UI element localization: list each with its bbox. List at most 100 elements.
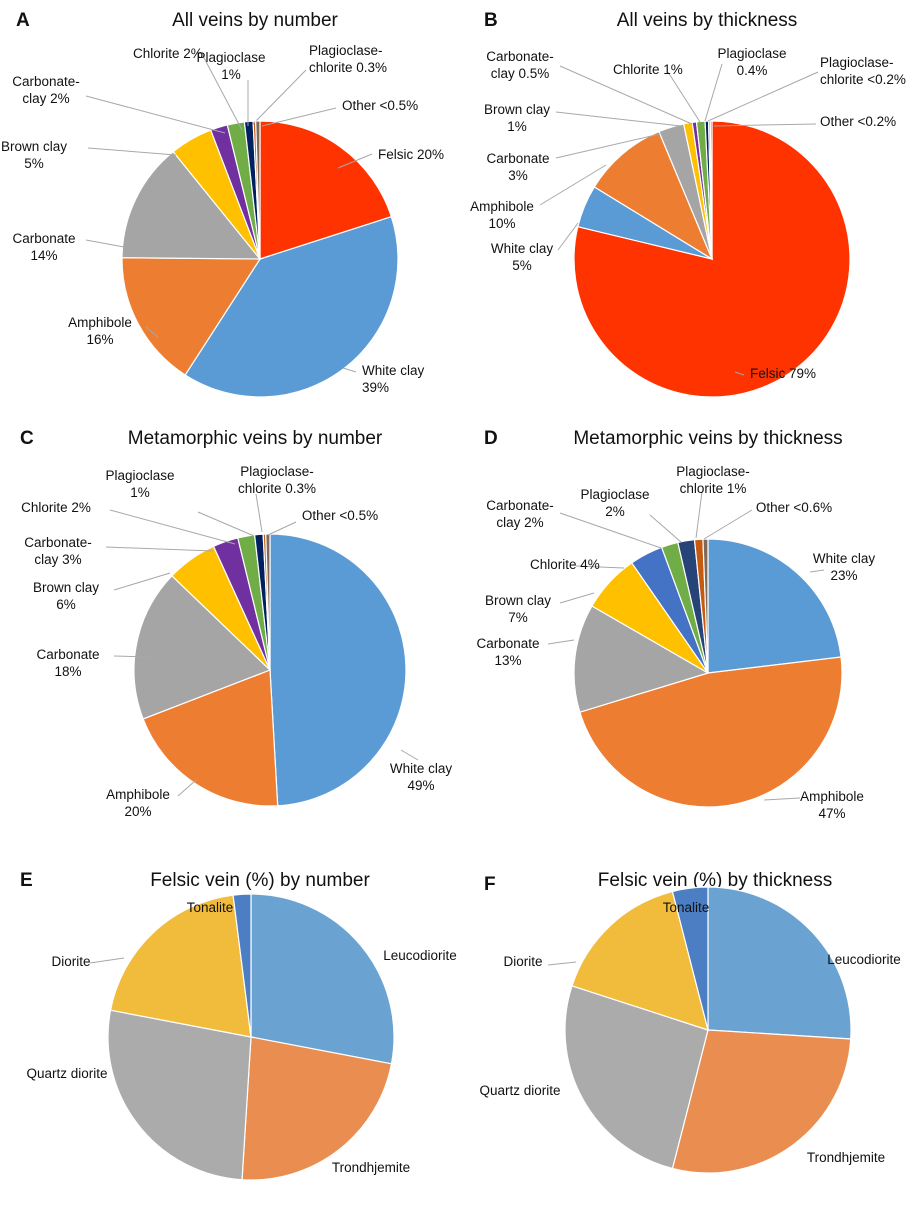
leader-line-felsic: [734, 371, 745, 376]
data-label-plagioclase: Plagioclase 2%: [580, 487, 649, 519]
data-label-line: Chlorite 2%: [21, 500, 91, 515]
data-label-line: Brown clay: [484, 102, 550, 117]
pie-slice-quartz-diorite: [564, 985, 709, 1170]
data-label-line: Plagioclase: [717, 46, 786, 61]
leader-line-plagioclase: [197, 511, 255, 537]
chart-title: Felsic vein (%) by number: [150, 870, 370, 891]
leader-line-diorite: [547, 961, 577, 966]
chart-title: All veins by number: [172, 10, 338, 31]
data-label-line: 47%: [818, 806, 845, 821]
data-label-amphibole: Amphibole 10%: [470, 199, 534, 231]
data-label-diorite: Diorite: [51, 954, 90, 969]
pie-slice-felsic: [259, 120, 393, 260]
data-label-line: Amphibole: [68, 315, 132, 330]
leader-line-other: [261, 107, 337, 127]
data-label-other: Other <0.6%: [756, 500, 832, 515]
data-label-line: 10%: [488, 216, 515, 231]
data-label-white-clay: White clay 49%: [390, 761, 453, 793]
data-label-tonalite: Tonalite: [187, 900, 234, 915]
leader-line-plagioclase-chlorite: [255, 493, 263, 533]
data-label-line: clay 3%: [34, 552, 81, 567]
data-label-line: Plagioclase: [196, 50, 265, 65]
pie-slice-leucodiorite: [707, 886, 852, 1040]
data-label-line: Amphibole: [470, 199, 534, 214]
data-label-line: clay 2%: [496, 515, 543, 530]
data-label-line: Leucodiorite: [383, 948, 457, 963]
data-label-line: Brown clay: [485, 593, 551, 608]
data-label-tonalite: Tonalite: [663, 900, 710, 915]
leader-line-chlorite: [201, 53, 243, 131]
pie-slice-quartz-diorite: [107, 1009, 252, 1181]
leader-line-other: [713, 123, 817, 127]
data-label-line: clay 0.5%: [491, 66, 550, 81]
data-label-carbonate: Carbonate 3%: [486, 151, 549, 183]
leader-line-white-clay: [400, 749, 419, 761]
data-label-line: 20%: [124, 804, 151, 819]
data-label-line: Carbonate-: [486, 498, 554, 513]
leader-line-carbonate-clay: [559, 65, 693, 125]
data-label-plagioclase-chlorite: Plagioclase-chlorite 0.3%: [238, 464, 316, 496]
data-label-carbonate-clay: Carbonate-clay 3%: [24, 535, 92, 567]
data-label-line: Carbonate: [486, 151, 549, 166]
leader-line-carbonate: [113, 655, 153, 658]
chart-title: Felsic vein (%) by thickness: [598, 870, 832, 891]
data-label-line: Amphibole: [800, 789, 864, 804]
pie-slice-amphibole: [579, 656, 843, 808]
data-label-chlorite: Chlorite 4%: [530, 557, 600, 572]
panel-letter: D: [484, 428, 498, 449]
leader-line-plagioclase: [704, 63, 723, 122]
data-label-line: 16%: [86, 332, 113, 347]
data-label-trondhjemite: Trondhjemite: [332, 1160, 410, 1175]
data-label-line: 6%: [56, 597, 76, 612]
data-label-line: Other <0.6%: [756, 500, 832, 515]
data-label-line: Quartz diorite: [479, 1083, 560, 1098]
leader-line-brown-clay: [87, 147, 177, 156]
leader-line-white-clay: [342, 367, 357, 373]
data-label-line: Diorite: [503, 954, 542, 969]
data-label-line: 13%: [494, 653, 521, 668]
data-label-line: 14%: [30, 248, 57, 263]
leader-line-carbonate-clay: [85, 95, 226, 134]
data-label-leucodiorite: Leucodiorite: [383, 948, 457, 963]
panel-letter: C: [20, 428, 34, 449]
data-label-line: 5%: [512, 258, 532, 273]
panel-d: D Metamorphic veins by thickness White cla…: [476, 428, 875, 821]
data-label-plagioclase: Plagioclase 0.4%: [717, 46, 786, 78]
panel-a: A All veins by number Felsic 20% White clay…: [1, 10, 444, 398]
data-label-line: 1%: [130, 485, 150, 500]
data-label-line: Chlorite 4%: [530, 557, 600, 572]
pie-slice-trondhjemite: [671, 1029, 852, 1174]
data-label-plagioclase-chlorite: Plagioclase-chlorite 0.3%: [309, 43, 387, 75]
leader-line-other: [703, 509, 753, 540]
data-label-chlorite: Chlorite 1%: [613, 62, 683, 77]
chart-title: Metamorphic veins by number: [128, 428, 383, 449]
leader-line-amphibole: [763, 797, 801, 801]
data-label-other: Other <0.5%: [302, 508, 378, 523]
data-label-line: Leucodiorite: [827, 952, 901, 967]
data-label-line: chlorite 0.3%: [238, 481, 316, 496]
pie-slice-diorite: [109, 894, 252, 1038]
leader-line-plagioclase-chlorite: [707, 71, 819, 122]
pie-slice-tonalite: [232, 893, 252, 1038]
data-label-plagioclase-chlorite: Plagioclase-chlorite <0.2%: [820, 55, 906, 87]
panel-c: C Metamorphic veins by number White clay 49…: [20, 428, 452, 819]
data-label-amphibole: Amphibole 16%: [68, 315, 132, 347]
leader-line-felsic: [337, 153, 373, 169]
pie-slice-other: [709, 120, 713, 260]
data-label-line: 23%: [830, 568, 857, 583]
panel-letter: A: [16, 10, 30, 31]
data-label-line: Carbonate: [476, 636, 539, 651]
data-label-line: Brown clay: [33, 580, 99, 595]
data-label-brown-clay: Brown clay 6%: [33, 580, 99, 612]
pie-slice-leucodiorite: [250, 893, 395, 1065]
pie-slice-carbonate: [121, 150, 262, 260]
data-label-line: Other <0.5%: [342, 98, 418, 113]
data-label-line: clay 2%: [22, 91, 69, 106]
leader-line-plagioclase-chlorite: [252, 69, 307, 125]
pie-slice-amphibole: [142, 669, 279, 807]
data-label-leucodiorite: Leucodiorite: [827, 952, 901, 967]
data-label-line: Carbonate-: [12, 74, 80, 89]
data-label-line: 5%: [24, 156, 44, 171]
data-label-other: Other <0.5%: [342, 98, 418, 113]
leader-line-carbonate: [85, 239, 125, 248]
